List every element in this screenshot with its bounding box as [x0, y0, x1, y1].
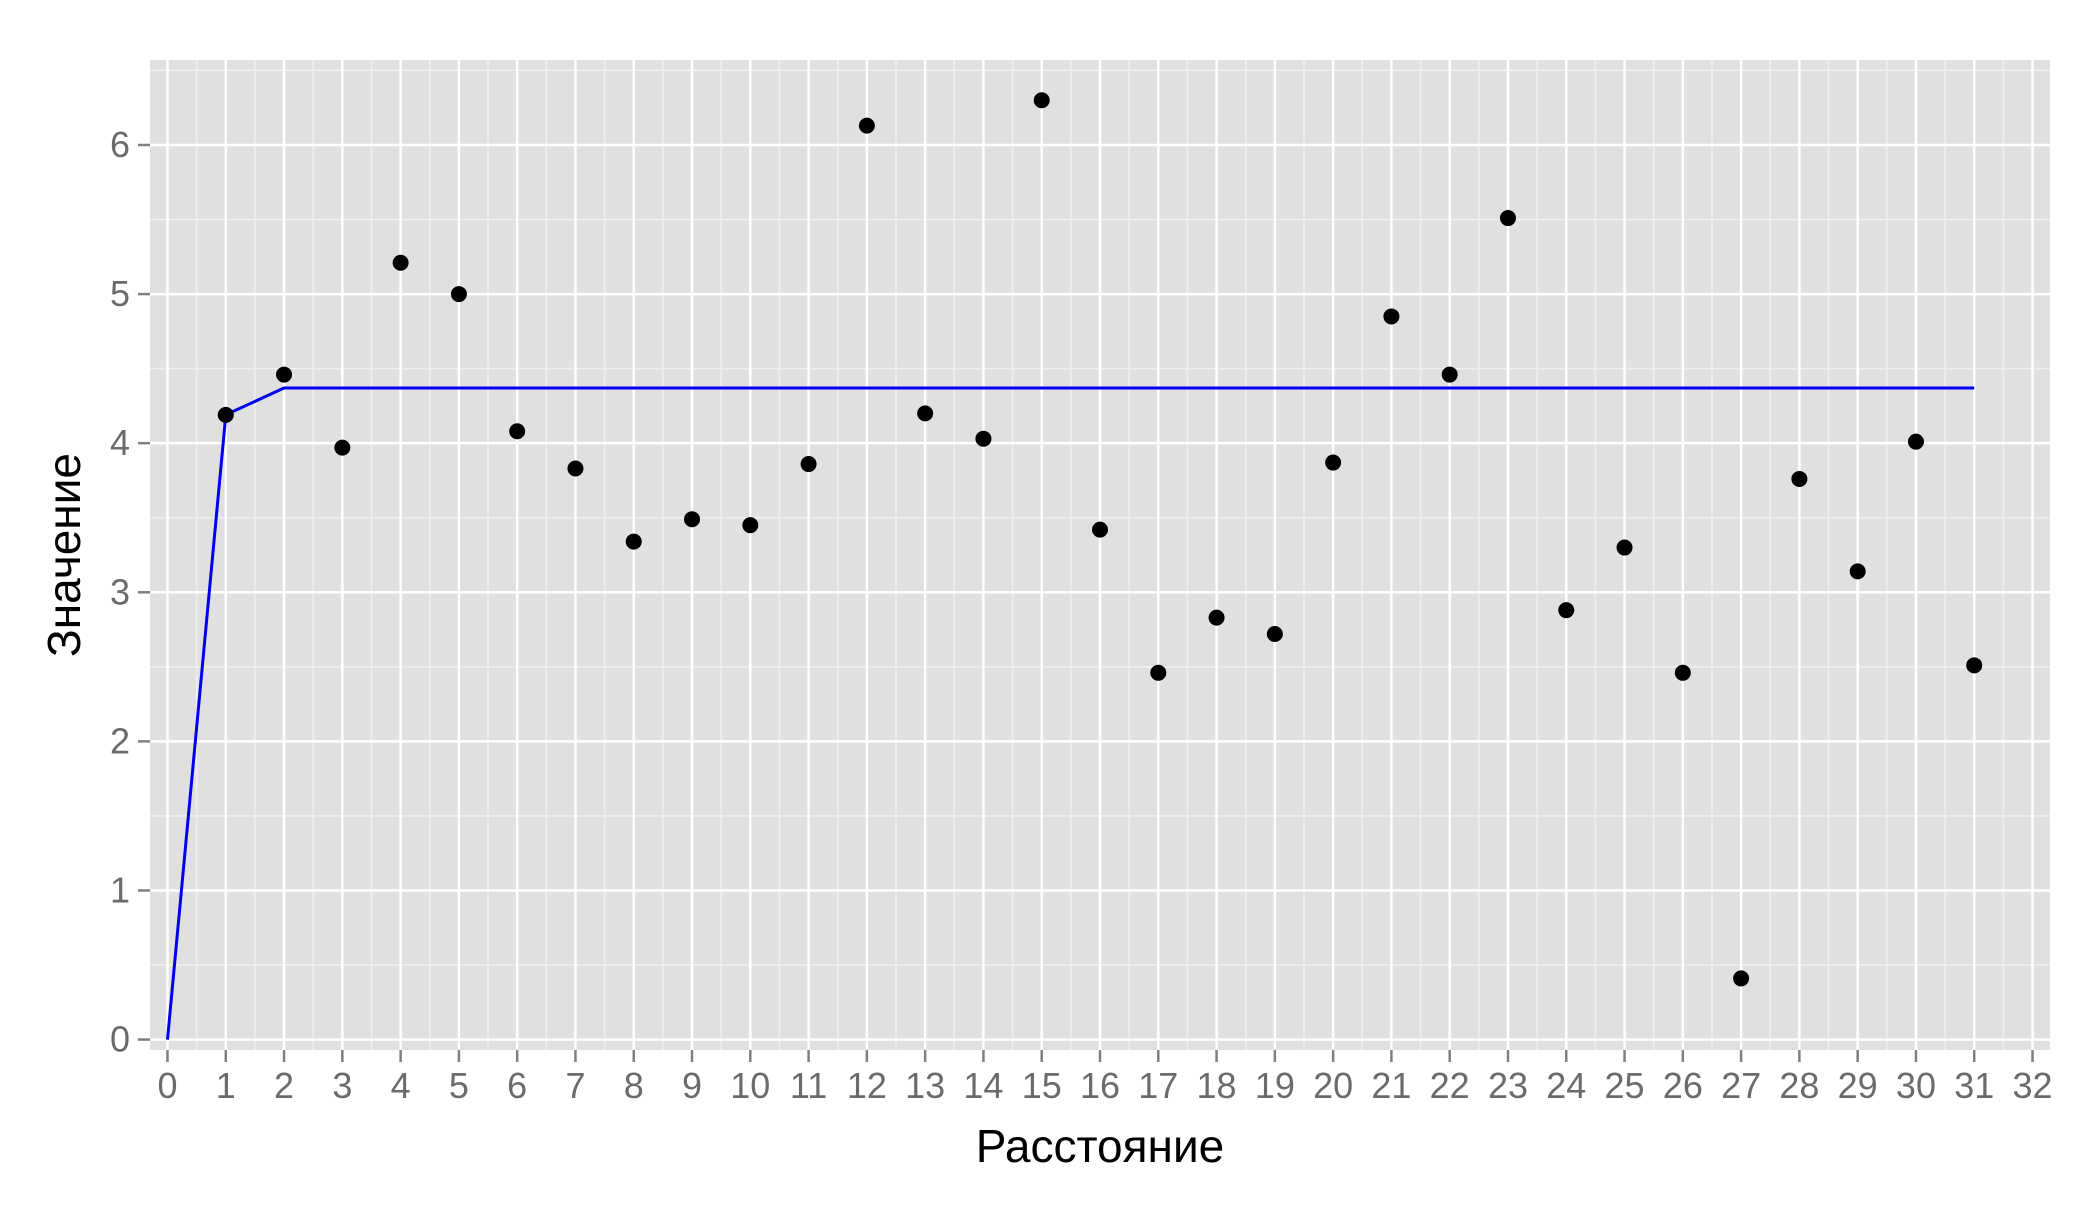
data-point [1791, 470, 1808, 487]
data-point [1325, 454, 1342, 471]
x-tick-label: 12 [847, 1065, 887, 1106]
data-point [1907, 433, 1924, 450]
data-point [567, 460, 584, 477]
x-tick-label: 27 [1721, 1065, 1761, 1106]
data-point [800, 456, 817, 473]
x-tick-label: 18 [1197, 1065, 1237, 1106]
data-point [276, 366, 293, 383]
data-point [392, 254, 409, 271]
x-tick-label: 29 [1838, 1065, 1878, 1106]
data-point [450, 286, 467, 303]
x-tick-label: 0 [157, 1065, 177, 1106]
x-tick-label: 23 [1488, 1065, 1528, 1106]
x-tick-label: 22 [1430, 1065, 1470, 1106]
y-tick-label: 5 [110, 273, 130, 314]
data-point [625, 533, 642, 550]
x-tick-label: 5 [449, 1065, 469, 1106]
x-tick-label: 30 [1896, 1065, 1936, 1106]
data-point [1966, 657, 1983, 674]
data-point [1499, 210, 1516, 227]
x-tick-label: 17 [1138, 1065, 1178, 1106]
x-tick-label: 32 [2012, 1065, 2052, 1106]
x-tick-label: 14 [963, 1065, 1003, 1106]
x-tick-label: 16 [1080, 1065, 1120, 1106]
y-tick-label: 6 [110, 124, 130, 165]
axis-ticks [138, 143, 2034, 1062]
x-tick-label: 9 [682, 1065, 702, 1106]
x-tick-label: 26 [1663, 1065, 1703, 1106]
x-tick-label: 6 [507, 1065, 527, 1106]
x-tick-labels: 0 1 2 3 4 5 6 7 8 9 10 11 12 13 14 15 16 17 18 19 20 21 22 23 24… [157, 1065, 2052, 1106]
grid-minor-lines [150, 60, 2050, 1050]
data-point [742, 517, 759, 534]
x-tick-label: 10 [730, 1065, 770, 1106]
y-tick-labels: 0 1 2 3 4 5 6 [110, 124, 130, 1060]
data-point [684, 511, 701, 528]
data-point [1150, 664, 1167, 681]
x-tick-label: 19 [1255, 1065, 1295, 1106]
data-point [1849, 563, 1866, 580]
x-tick-label: 2 [274, 1065, 294, 1106]
y-tick-label: 2 [110, 720, 130, 761]
data-point [1733, 970, 1750, 987]
x-tick-label: 1 [216, 1065, 236, 1106]
y-tick-label: 4 [110, 422, 130, 463]
data-point [1674, 664, 1691, 681]
data-point [334, 439, 351, 456]
data-point [1383, 308, 1400, 325]
data-point [1441, 366, 1458, 383]
data-point [217, 406, 234, 423]
x-tick-label: 3 [332, 1065, 352, 1106]
x-tick-label: 13 [905, 1065, 945, 1106]
y-axis-title: Значение [38, 453, 90, 657]
y-tick-label: 1 [110, 869, 130, 910]
points-series [217, 92, 1983, 987]
x-tick-label: 8 [624, 1065, 644, 1106]
data-point [975, 430, 992, 447]
fitted-line [166, 386, 1975, 1040]
data-point [1033, 92, 1050, 109]
data-point [917, 405, 934, 422]
x-tick-label: 28 [1779, 1065, 1819, 1106]
fitted-line-series [166, 386, 1975, 1040]
data-point [1208, 609, 1225, 626]
x-tick-label: 20 [1313, 1065, 1353, 1106]
data-point [509, 423, 526, 440]
data-point [858, 117, 875, 134]
x-tick-label: 24 [1546, 1065, 1586, 1106]
x-tick-label: 25 [1605, 1065, 1645, 1106]
y-tick-label: 0 [110, 1019, 130, 1060]
x-tick-label: 11 [790, 1065, 827, 1106]
data-point [1616, 539, 1633, 556]
x-tick-label: 7 [565, 1065, 585, 1106]
x-tick-label: 31 [1954, 1065, 1994, 1106]
data-point [1558, 602, 1575, 619]
data-point [1266, 626, 1283, 643]
data-point [1092, 521, 1108, 538]
x-axis-title: Расстояние [976, 1120, 1224, 1172]
x-tick-label: 21 [1371, 1065, 1411, 1106]
y-tick-label: 3 [110, 571, 130, 612]
x-tick-label: 15 [1022, 1065, 1062, 1106]
x-tick-label: 4 [391, 1065, 411, 1106]
